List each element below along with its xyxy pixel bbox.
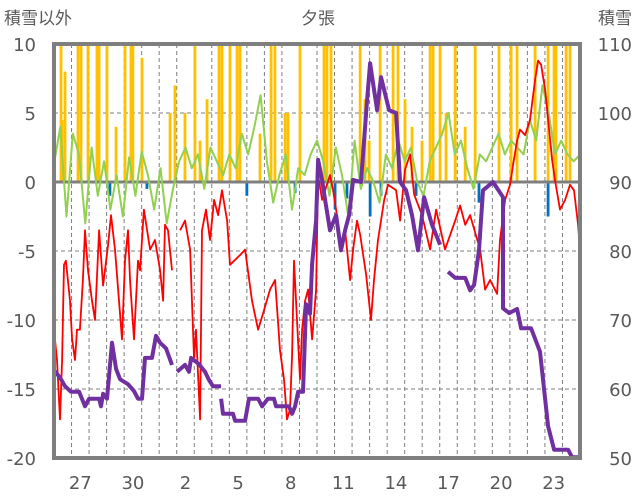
chart-title: 夕張 [301, 9, 335, 29]
x-tick-label: 27 [69, 473, 92, 494]
left-tick-label: 10 [13, 35, 36, 56]
negative-bar [333, 182, 337, 210]
precip-bar [59, 44, 63, 182]
precip-bar [420, 140, 424, 182]
precip-bar [168, 113, 172, 182]
x-tick-label: 14 [384, 473, 407, 494]
left-tick-label: 5 [25, 104, 36, 125]
negative-bar [245, 182, 249, 196]
left-axis-title: 積雪以外 [4, 9, 72, 29]
right-axis-title: 積雪 [598, 9, 632, 29]
precip-bar [473, 44, 477, 182]
right-tick-label: 100 [598, 104, 632, 125]
right-tick-label: 110 [598, 35, 632, 56]
precip-bar [358, 44, 362, 182]
snow-depth-series [53, 61, 579, 460]
precip-bar [238, 44, 242, 182]
precip-bar [438, 44, 442, 182]
precip-bar [329, 44, 333, 182]
negative-bar [108, 182, 112, 196]
precip-bar [86, 44, 90, 182]
precip-bar [552, 44, 556, 182]
negative-bar [145, 182, 149, 189]
precip-bar [554, 44, 558, 182]
precip-bar [428, 44, 432, 182]
precip-bar [140, 57, 144, 182]
precip-bar [431, 44, 435, 182]
precip-bar [205, 99, 209, 182]
left-tick-label: 0 [25, 173, 36, 194]
left-tick-label: -10 [7, 311, 36, 332]
axis-labels: 積雪以外 夕張 積雪 1050-5-10-15-2011010090807060… [4, 9, 632, 494]
green-line-series [53, 84, 581, 225]
precip-bar [322, 44, 326, 182]
precip-bar [283, 113, 287, 182]
precip-bar [76, 44, 80, 182]
gridlines [54, 44, 580, 458]
x-tick-label: 5 [232, 473, 243, 494]
precip-bar [79, 44, 83, 182]
x-tick-label: 30 [121, 473, 144, 494]
precip-bar [228, 44, 232, 182]
precip-bar [131, 44, 135, 182]
precip-bar [533, 44, 537, 182]
precip-bar [403, 99, 407, 182]
precip-bar [95, 44, 99, 182]
plot-border [52, 42, 582, 460]
precip-bar [367, 140, 371, 182]
precip-bar [235, 44, 239, 182]
right-tick-label: 90 [609, 173, 632, 194]
precip-bar [193, 44, 197, 182]
precip-bar [378, 44, 382, 182]
negative-bar [345, 182, 349, 199]
negative-bar [414, 182, 418, 196]
precip-bar [258, 133, 262, 182]
lines [53, 59, 581, 460]
right-tick-label: 50 [609, 449, 632, 470]
x-tick-label: 8 [285, 473, 296, 494]
precip-bar [173, 85, 177, 182]
negative-bar [477, 182, 481, 203]
precip-bar [105, 44, 109, 182]
precip-bar [453, 44, 457, 182]
right-tick-label: 60 [609, 380, 632, 401]
negative-bar [546, 182, 550, 217]
precip-bar [564, 44, 568, 182]
right-tick-label: 80 [609, 242, 632, 263]
precip-bar [286, 113, 290, 182]
precip-bar [217, 44, 221, 182]
precip-bar [220, 44, 224, 182]
precip-bar [515, 44, 519, 182]
plot-frame [52, 42, 582, 460]
precip-bar [97, 44, 101, 182]
precip-bar [568, 44, 572, 182]
x-tick-label: 2 [180, 473, 191, 494]
left-tick-label: -15 [7, 380, 36, 401]
left-tick-label: -20 [7, 449, 36, 470]
x-tick-label: 17 [437, 473, 460, 494]
precip-bar [114, 126, 118, 182]
precip-bar [129, 44, 133, 182]
x-tick-label: 11 [332, 473, 355, 494]
precip-bar [63, 71, 67, 182]
precip-bar [298, 44, 302, 182]
precip-bar [325, 44, 329, 182]
precip-bar [509, 44, 513, 182]
precip-bar [269, 44, 273, 182]
precip-bar [273, 44, 277, 182]
bars [59, 44, 572, 217]
x-tick-label: 23 [542, 473, 565, 494]
red-line-series [53, 59, 581, 421]
x-tick-label: 20 [490, 473, 513, 494]
left-tick-label: -5 [18, 242, 36, 263]
precip-bar [497, 44, 501, 182]
negative-bar [368, 182, 372, 217]
precip-bar [444, 113, 448, 182]
right-tick-label: 70 [609, 311, 632, 332]
precip-bar [123, 44, 127, 182]
